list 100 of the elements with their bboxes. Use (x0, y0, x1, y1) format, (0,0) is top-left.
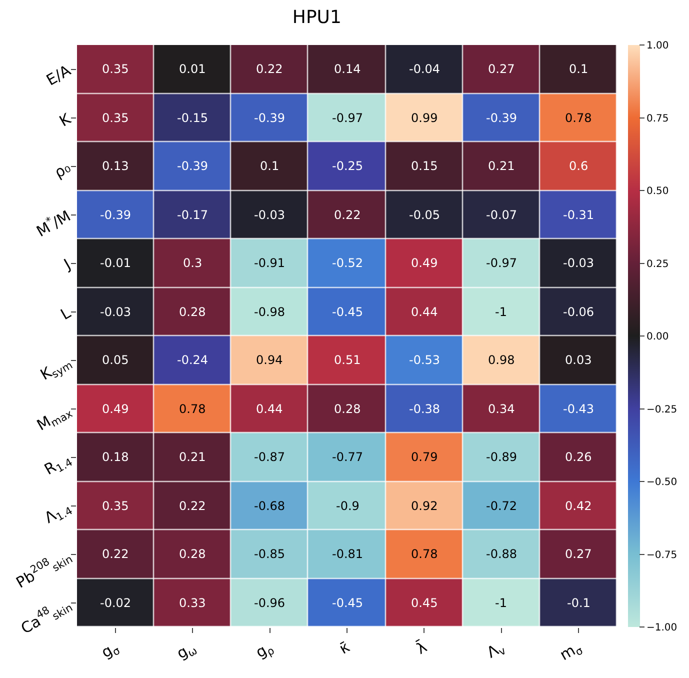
data-label: -0.01 (100, 256, 132, 270)
color-bar-label: −0.75 (646, 550, 678, 561)
data-label: 0.03 (565, 353, 592, 367)
data-label: -0.31 (563, 208, 594, 222)
data-label: 0.28 (179, 547, 206, 561)
data-label: -0.45 (332, 596, 364, 610)
color-bar-label: −1.00 (646, 622, 678, 634)
data-label: 0.33 (179, 596, 206, 610)
data-label: -0.88 (486, 547, 518, 561)
data-label: -0.38 (409, 402, 440, 416)
color-bar-label: 0.50 (646, 186, 669, 197)
data-label: 0.45 (411, 596, 438, 610)
data-label: 0.22 (256, 62, 283, 76)
data-label: 0.13 (102, 159, 129, 173)
data-label: 0.22 (334, 208, 361, 222)
color-bar-label: 1.00 (646, 40, 669, 52)
data-label: -1 (495, 596, 507, 610)
data-label: 0.3 (183, 256, 202, 270)
data-label: 0.01 (179, 62, 206, 76)
data-label: -0.04 (409, 62, 440, 76)
data-label: 0.1 (260, 159, 280, 173)
data-label: -0.91 (254, 256, 286, 270)
data-label: 0.6 (569, 159, 588, 173)
data-label: -0.98 (254, 305, 286, 319)
data-label: -0.52 (332, 256, 364, 270)
data-label: -1 (495, 305, 507, 319)
data-label: -0.85 (254, 547, 286, 561)
data-label: 0.78 (411, 547, 438, 561)
data-label: 0.78 (179, 402, 206, 416)
data-label: 0.42 (565, 499, 592, 513)
data-label: -0.68 (254, 499, 286, 513)
data-label: 0.78 (565, 111, 592, 125)
color-bar-label: 0.75 (646, 113, 669, 124)
data-label: -0.81 (332, 547, 364, 561)
data-label: -0.87 (254, 450, 286, 464)
data-label: 0.35 (102, 62, 129, 76)
data-label: 0.05 (102, 353, 129, 367)
data-label: -0.72 (486, 499, 518, 513)
data-label: 0.1 (569, 62, 588, 76)
data-label: -0.45 (332, 305, 364, 319)
color-bar-label: 0.25 (646, 258, 669, 270)
color-bar-label: 0.00 (646, 332, 669, 342)
data-label: -0.9 (336, 499, 360, 513)
data-label: -0.03 (563, 256, 594, 270)
data-label: 0.28 (334, 402, 361, 416)
data-label: -0.17 (177, 208, 208, 222)
data-label: 0.35 (102, 111, 129, 125)
data-label: 0.27 (565, 547, 592, 561)
y-tick-label: ρ₀ (51, 158, 74, 182)
color-bar-label: −0.50 (646, 477, 678, 488)
y-tick-label: E/A (43, 61, 74, 90)
data-label: -0.97 (486, 256, 518, 270)
data-label: -0.89 (486, 450, 518, 464)
data-label: 0.21 (488, 159, 515, 173)
data-label: -0.05 (409, 208, 440, 222)
data-label: -0.03 (254, 208, 286, 222)
data-label: -0.06 (563, 305, 594, 319)
x-tick-label: λ̄ (412, 637, 430, 658)
data-label: 0.51 (334, 353, 361, 367)
data-label: -0.1 (567, 596, 590, 610)
data-label: -0.25 (332, 159, 364, 173)
data-label: 0.94 (256, 353, 283, 367)
data-label: 0.26 (565, 450, 592, 464)
y-tick-label: L (58, 304, 74, 324)
color-bar-label: −0.25 (646, 404, 678, 416)
y-tick-label: K (56, 109, 75, 130)
data-label: -0.02 (100, 596, 132, 610)
data-label: 0.92 (411, 499, 438, 513)
data-label: -0.07 (486, 208, 518, 222)
data-label: 0.49 (102, 402, 129, 416)
data-label: 0.35 (102, 499, 129, 513)
data-label: -0.39 (100, 208, 132, 222)
data-label: 0.28 (179, 305, 206, 319)
x-tick-label: κ̄ (336, 638, 353, 658)
data-label: -0.15 (177, 111, 208, 125)
data-label: -0.77 (332, 450, 364, 464)
data-label: -0.03 (100, 305, 132, 319)
data-label: 0.98 (488, 353, 515, 367)
y-tick-label: J (60, 255, 74, 274)
data-label: 0.34 (488, 402, 515, 416)
data-label: -0.96 (254, 596, 286, 610)
data-label: -0.24 (177, 353, 208, 367)
chart-title: HPU1 (292, 6, 342, 28)
data-label: 0.15 (411, 159, 438, 173)
data-label: 0.14 (334, 62, 361, 76)
data-label: 0.44 (256, 402, 283, 416)
data-label: -0.39 (486, 111, 518, 125)
data-label: -0.39 (254, 111, 286, 125)
data-label: 0.21 (179, 450, 206, 464)
data-label: -0.97 (332, 111, 364, 125)
data-label: 0.79 (411, 450, 438, 464)
data-label: -0.39 (177, 159, 208, 173)
data-label: 0.27 (488, 62, 515, 76)
data-label: 0.22 (179, 499, 206, 513)
data-label: 0.22 (102, 547, 129, 561)
data-label: -0.53 (409, 353, 440, 367)
data-label: 0.18 (102, 450, 129, 464)
data-label: 0.99 (411, 111, 438, 125)
data-label: -0.43 (563, 402, 594, 416)
data-label: 0.44 (411, 305, 438, 319)
